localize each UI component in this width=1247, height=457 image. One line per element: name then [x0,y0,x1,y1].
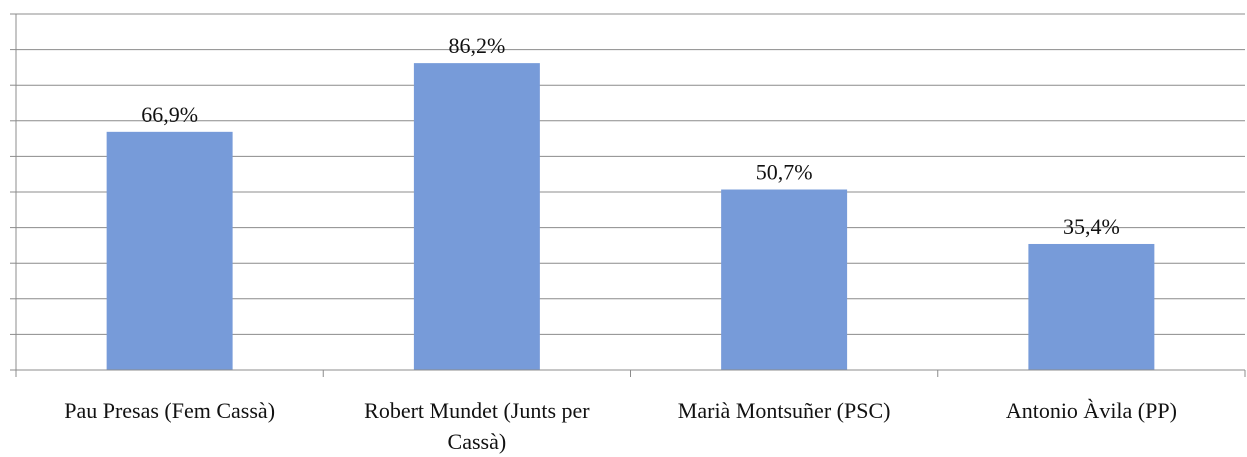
bar [413,63,540,371]
bar [721,189,848,370]
x-tick-label: Robert Mundet (Junts per Cassà) [364,398,590,454]
x-tick-label: Marià Montsuñer (PSC) [678,398,891,423]
data-label: 66,9% [141,102,198,127]
data-label: 50,7% [756,160,813,185]
x-tick-label: Antonio Àvila (PP) [1006,398,1177,423]
data-label: 86,2% [448,33,505,58]
x-tick-label: Pau Presas (Fem Cassà) [64,398,275,423]
data-label: 35,4% [1063,214,1120,239]
bar [1028,243,1155,370]
bar [106,131,233,370]
